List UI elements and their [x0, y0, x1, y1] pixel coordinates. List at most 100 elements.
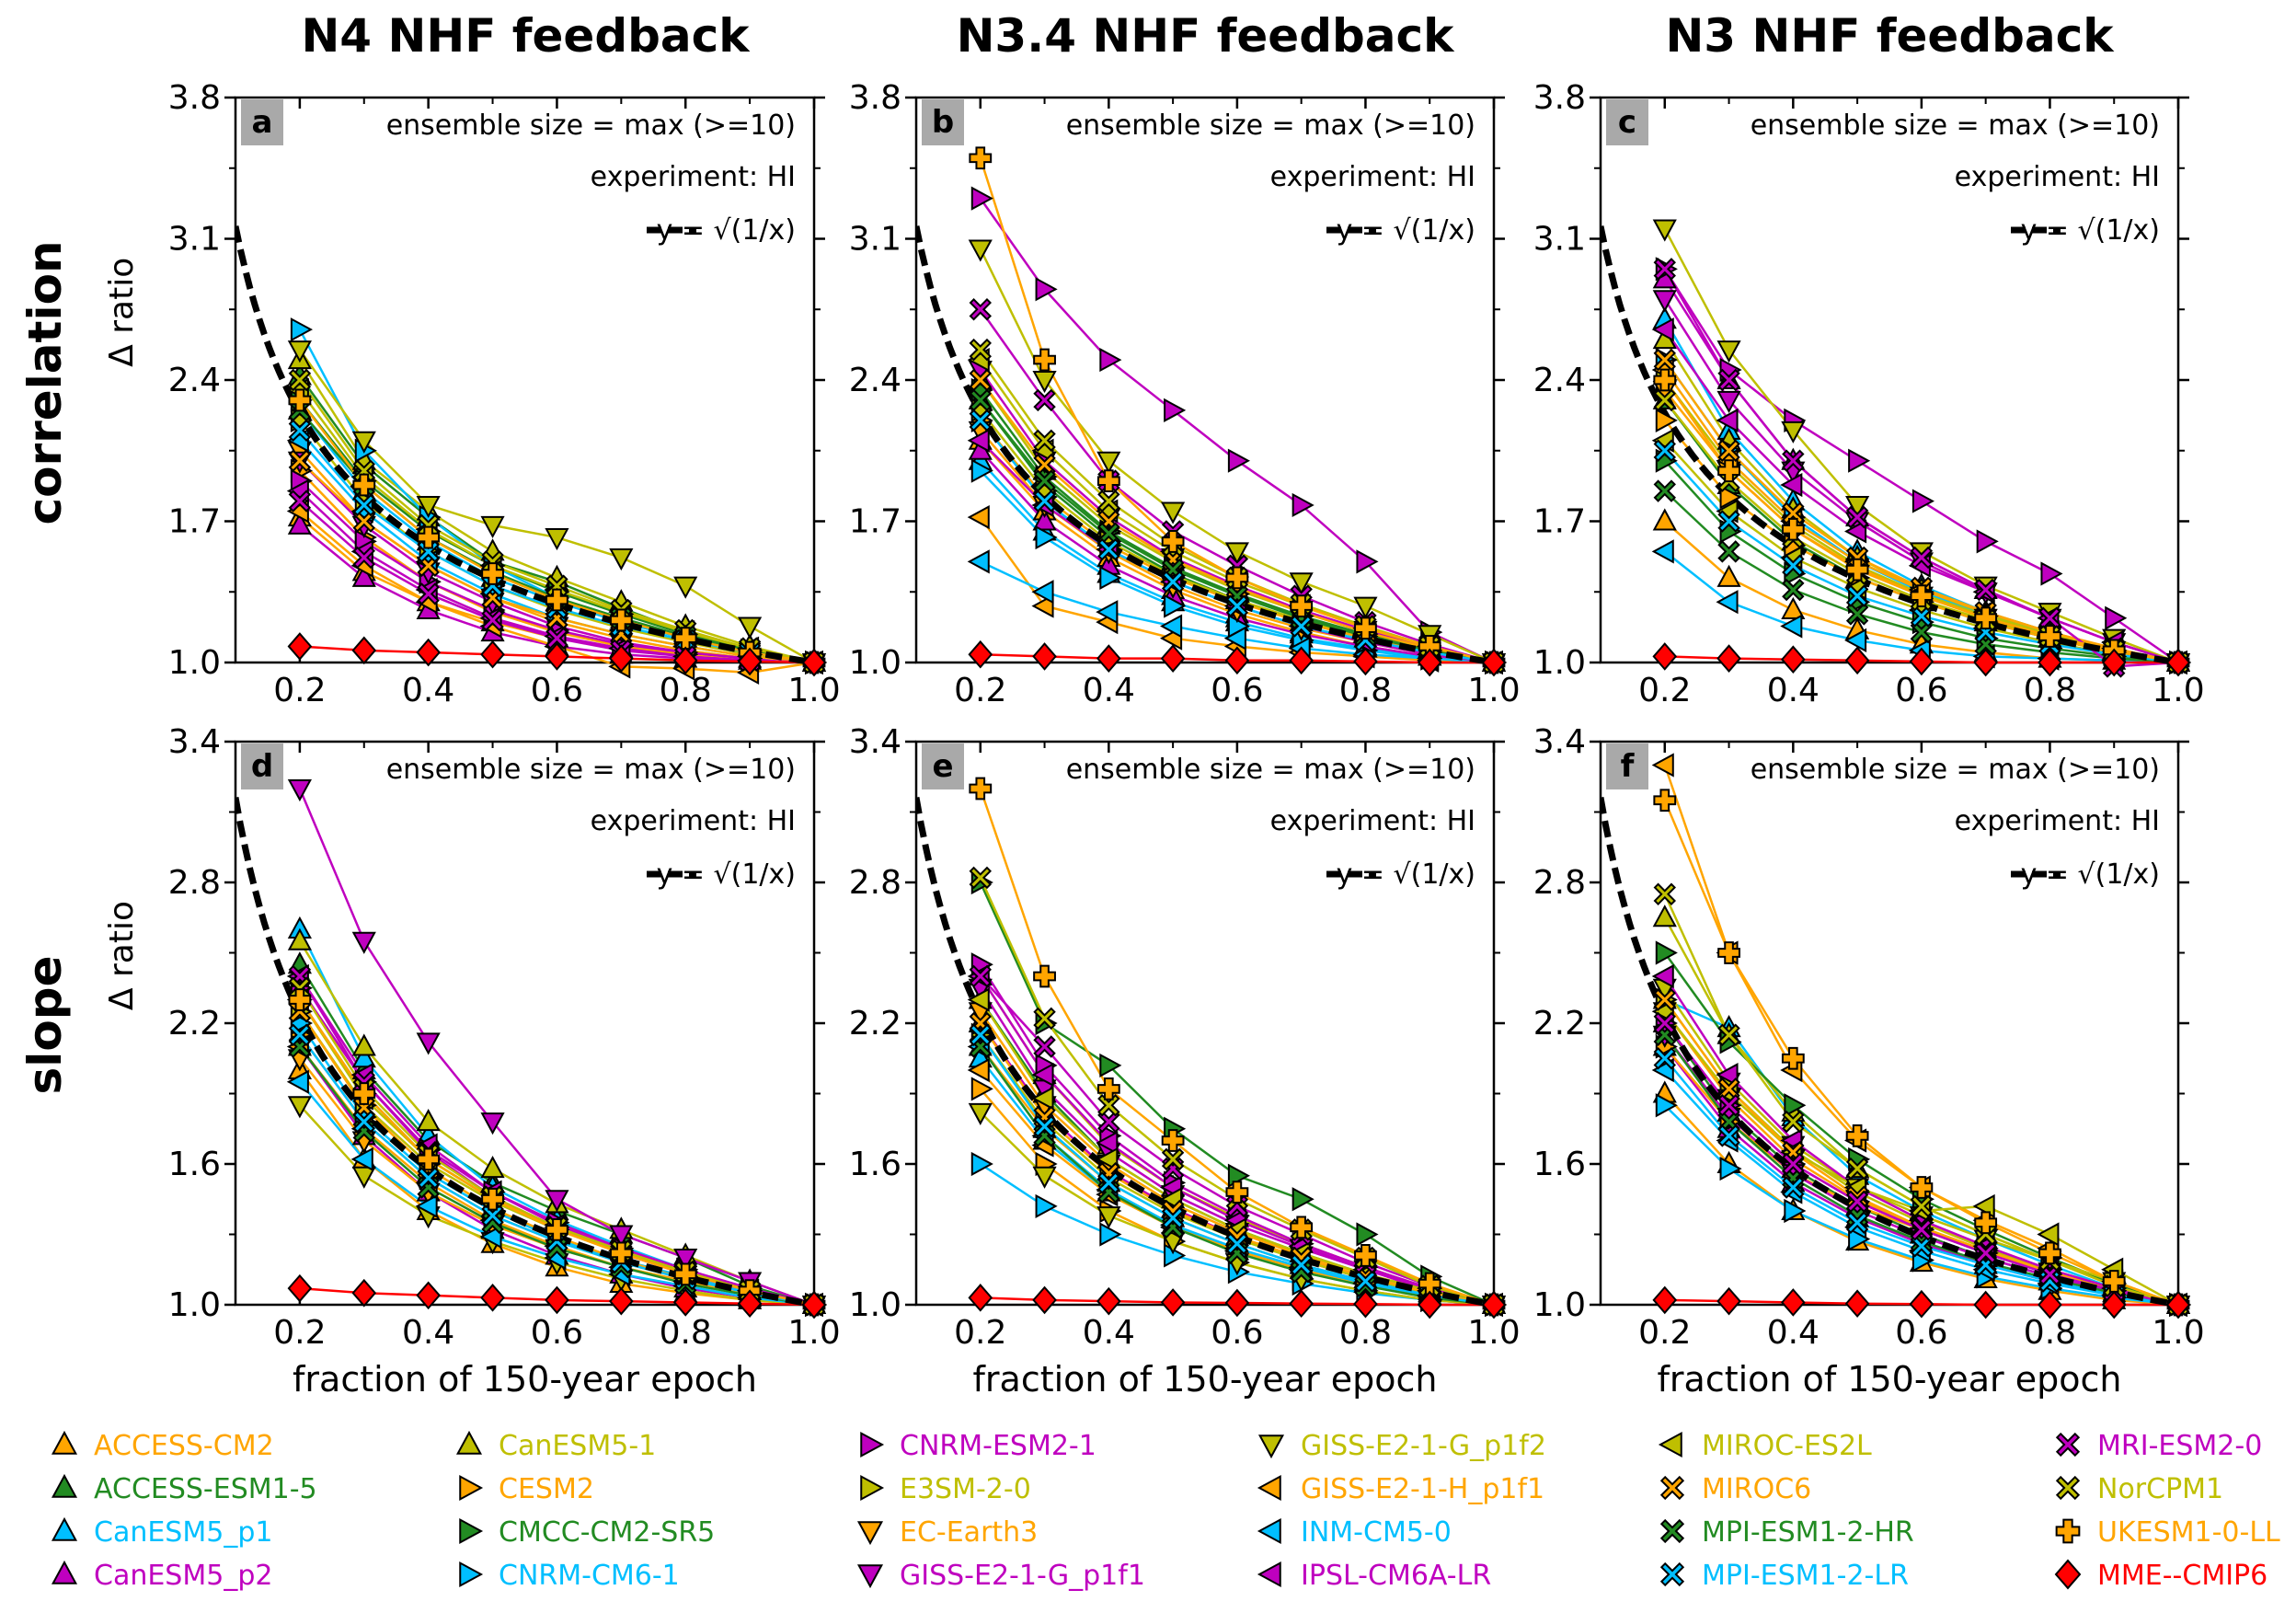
- data-point-MME--CMIP6: [1481, 1290, 1507, 1319]
- panel-letter-box: [241, 743, 283, 789]
- legend-item: CMCC-CM2-SR5: [459, 1516, 715, 1549]
- legend-label: ACCESS-ESM1-5: [94, 1473, 317, 1505]
- reference-curve: [235, 225, 814, 666]
- x-tick-label: 0.6: [1895, 672, 1947, 709]
- data-point-MPI-ESM1-2-LR: [1097, 537, 1120, 561]
- data-point-ACCESS-CM2: [1716, 564, 1741, 587]
- x-axis-label: fraction of 150-year epoch: [1658, 1359, 2122, 1400]
- x-tick-label: 0.4: [402, 1314, 454, 1352]
- legend-marker: [2055, 1518, 2081, 1544]
- legend-item: CanESM5_p2: [51, 1560, 272, 1592]
- data-point-MME--CMIP6: [1417, 648, 1442, 677]
- data-point-MRI-ESM2-0: [1974, 578, 1997, 602]
- data-point-CNRM-CM6-1: [1719, 1157, 1742, 1181]
- data-point-UKESM1-0-LL: [417, 525, 441, 549]
- x-tick-label: 0.8: [2024, 1314, 2076, 1352]
- data-point-UKESM1-0-LL: [1354, 1244, 1377, 1267]
- legend-marker: [2054, 1559, 2082, 1590]
- legend-item: CanESM5_p1: [51, 1516, 272, 1549]
- data-point-MPI-ESM1-2-HR: [1653, 479, 1676, 502]
- legend-marker: [51, 1560, 78, 1584]
- data-point-MIROC6: [1653, 348, 1676, 372]
- data-point-CNRM-CM6-1: [1784, 1198, 1807, 1224]
- legend-marker: [856, 1521, 884, 1546]
- data-point-MPI-ESM1-2-LR: [969, 1023, 992, 1046]
- x-tick-label: 0.6: [1211, 1314, 1263, 1352]
- data-point-GISS-E2-1-G_p1f2: [968, 1102, 993, 1125]
- legend-item: E3SM-2-0: [860, 1473, 1031, 1505]
- data-point-MME--CMIP6: [737, 1289, 763, 1319]
- data-point-MRI-ESM2-0: [1097, 1110, 1120, 1134]
- data-point-GISS-E2-1-H_p1f1: [967, 505, 990, 530]
- data-point-MIROC6: [1845, 546, 1869, 570]
- y-tick-label: 3.4: [849, 723, 901, 761]
- data-point-MRI-ESM2-0: [969, 964, 992, 988]
- data-point-UKESM1-0-LL: [1910, 1176, 1934, 1199]
- data-point-UKESM1-0-LL: [1096, 1077, 1120, 1100]
- data-point-GISS-E2-1-G_p1f2: [351, 431, 376, 454]
- data-point-GISS-E2-1-H_p1f1: [1651, 753, 1674, 778]
- legend-marker: [51, 1516, 78, 1541]
- data-point-UKESM1-0-LL: [1225, 566, 1249, 590]
- data-point-CESM2: [1719, 485, 1742, 510]
- data-point-MIROC6: [1717, 1077, 1740, 1100]
- data-point-MPI-ESM1-2-LR: [288, 419, 312, 443]
- data-point-NorCPM1: [545, 574, 568, 597]
- y-tick-label: 2.4: [168, 362, 221, 399]
- data-point-MPI-ESM1-2-HR: [1097, 522, 1120, 545]
- data-point-CNRM-ESM2-1: [1035, 277, 1058, 302]
- data-point-MPI-ESM1-2-LR: [288, 1023, 312, 1046]
- data-point-MME--CMIP6: [2165, 648, 2191, 677]
- y-tick-label: 2.2: [849, 1005, 901, 1043]
- panel-f: 0.2 0.4 0.6 0.8 1.0 1.0 1.6 2.2 2.8 3.4 fraction o…: [1533, 723, 2205, 1400]
- panel-letter: d: [251, 748, 273, 785]
- legend-marker: [1658, 1431, 1682, 1458]
- x-tick-label: 0.4: [1767, 1314, 1820, 1352]
- data-point-UKESM1-0-LL: [352, 1082, 376, 1105]
- data-point-MRI-ESM2-0: [352, 546, 375, 570]
- y-tick-label: 2.8: [168, 864, 221, 902]
- experiment-annotation: experiment: HI: [591, 805, 796, 837]
- legend-label: MME--CMIP6: [2097, 1560, 2267, 1592]
- data-point-MPI-ESM1-2-LR: [1354, 1270, 1377, 1293]
- data-point-IPSL-CM6A-LR: [967, 428, 990, 453]
- data-point-UKESM1-0-LL: [1418, 1272, 1441, 1296]
- legend-item: ACCESS-ESM1-5: [51, 1473, 317, 1505]
- data-point-GISS-E2-1-G_p1f1: [1716, 390, 1741, 414]
- legend-marker: [1257, 1474, 1281, 1502]
- x-tick-label: 0.4: [1767, 672, 1820, 709]
- y-tick-label: 3.1: [849, 221, 901, 259]
- data-point-NorCPM1: [1717, 1023, 1740, 1046]
- data-point-NorCPM1: [417, 513, 440, 537]
- legend-item: ACCESS-CM2: [51, 1430, 274, 1462]
- data-point-MME--CMIP6: [1652, 1285, 1678, 1315]
- data-point-MME--CMIP6: [2038, 648, 2062, 677]
- legend-item: MIROC6: [1659, 1473, 1811, 1505]
- legend-marker: [455, 1430, 483, 1455]
- data-point-GISS-E2-1-G_p1f2: [1032, 1166, 1057, 1189]
- x-tick-label: 0.2: [273, 672, 326, 709]
- data-point-UKESM1-0-LL: [673, 1262, 697, 1286]
- legend-item: GISS-E2-1-G_p1f2: [1257, 1430, 1546, 1462]
- data-point-MIROC-ES2L: [2037, 1222, 2060, 1247]
- data-point-MRI-ESM2-0: [1782, 1152, 1805, 1176]
- legend-marker: [1257, 1434, 1285, 1459]
- data-point-MPI-ESM1-2-LR: [1033, 490, 1056, 513]
- data-point-NorCPM1: [1782, 1110, 1805, 1134]
- legend-item: NorCPM1: [2055, 1473, 2223, 1505]
- data-point-CNRM-ESM2-1: [1227, 448, 1250, 473]
- data-point-MME--CMIP6: [416, 1281, 441, 1310]
- data-point-MRI-ESM2-0: [1717, 1094, 1740, 1117]
- column-title-n4: N4 NHF feedback: [301, 9, 751, 63]
- data-point-NorCPM1: [1161, 1147, 1185, 1171]
- data-point-INM-CM5-0: [1844, 628, 1867, 652]
- data-point-GISS-E2-1-G_p1f2: [1353, 596, 1378, 619]
- data-point-IPSL-CM6A-LR: [1651, 317, 1674, 342]
- legend-marker: [2055, 1475, 2081, 1501]
- ensemble-annotation: ensemble size = max (>=10): [1066, 109, 1475, 142]
- legend-label: CanESM5-1: [499, 1430, 656, 1462]
- data-point-UKESM1-0-LL: [1290, 1216, 1314, 1239]
- data-point-MRI-ESM2-0: [481, 608, 504, 632]
- legend-marker: [459, 1561, 484, 1588]
